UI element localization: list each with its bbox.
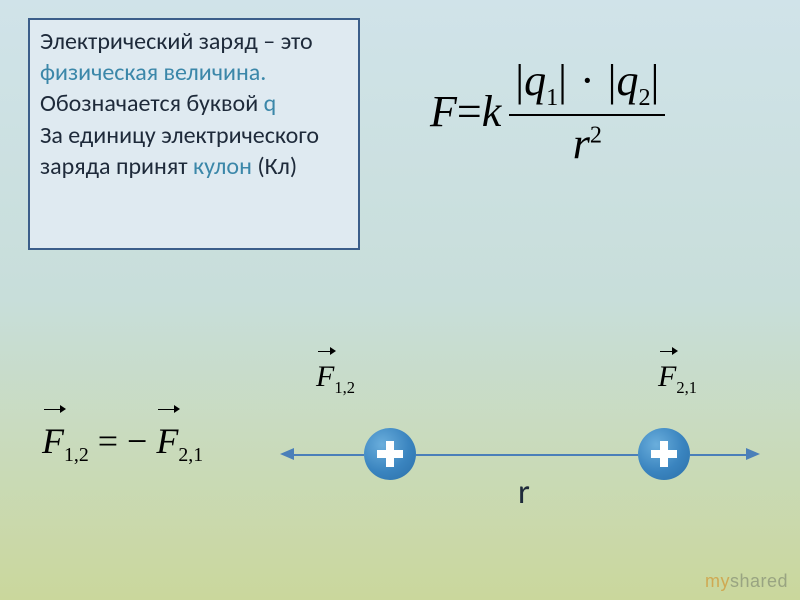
formula-F: F: [430, 86, 457, 137]
formula-fraction: |q1| · |q2| r2: [509, 55, 665, 169]
formula-dot: ·: [580, 56, 595, 105]
charge-1: [364, 428, 416, 480]
vec-F12-F: F: [42, 421, 64, 461]
vec-F12-sub: 1,2: [64, 444, 89, 466]
diagram-F21-sub: 2,1: [676, 378, 697, 397]
formula-q2-sub: 2: [638, 84, 650, 111]
arrow-left-icon: [280, 448, 294, 460]
diagram-F21-F: F: [658, 360, 676, 393]
vector-arrow-icon: [660, 344, 678, 359]
vector-arrow-icon: [158, 400, 180, 418]
vec-eq: =: [98, 421, 127, 461]
watermark: myshared: [705, 571, 788, 592]
diagram-F12-F: F: [316, 360, 334, 393]
diagram-label-F21: F2,1: [658, 360, 697, 398]
def-text-2: Обозначается буквой: [40, 89, 264, 118]
def-text-1: Электрический заряд – это: [40, 27, 313, 56]
vector-equation: F 1,2 = − F 2,1: [42, 420, 203, 467]
def-highlight-1: физическая величина.: [40, 58, 266, 87]
formula-q2: q: [616, 56, 638, 105]
vec-F21-F: F: [156, 421, 178, 461]
formula-k: k: [482, 86, 502, 137]
vec-F21-sub: 2,1: [178, 444, 203, 466]
force-arrow-left-line: [294, 454, 364, 456]
watermark-my: my: [705, 571, 730, 591]
vec-F12: F: [42, 420, 64, 462]
vector-arrow-icon: [44, 400, 66, 418]
distance-line: [416, 454, 638, 456]
plus-icon: [651, 441, 677, 467]
diagram-F12-sub: 1,2: [334, 378, 355, 397]
def-text-3-end: (Кл): [252, 152, 297, 181]
formula-r: r: [573, 119, 590, 168]
vec-F21: F: [156, 420, 178, 462]
coulomb-formula: F = k |q1| · |q2| r2: [430, 55, 665, 169]
formula-q1: q: [524, 56, 546, 105]
formula-q1-sub: 1: [546, 84, 558, 111]
watermark-shared: shared: [730, 571, 788, 591]
vector-arrow-icon: [318, 344, 336, 359]
formula-eq: =: [457, 86, 482, 137]
def-highlight-q: q: [264, 89, 277, 118]
diagram-label-F12: F1,2: [316, 360, 355, 398]
distance-label-r: r: [518, 472, 530, 513]
arrow-right-icon: [746, 448, 760, 460]
plus-icon: [377, 441, 403, 467]
vec-neg: −: [127, 421, 147, 461]
formula-r-sup: 2: [590, 121, 602, 148]
charge-2: [638, 428, 690, 480]
force-diagram: F1,2 F2,1 r: [280, 360, 760, 530]
definition-box: Электрический заряд – это физическая вел…: [28, 18, 360, 250]
force-arrow-right-line: [690, 454, 746, 456]
def-highlight-coulomb: кулон: [193, 152, 252, 181]
